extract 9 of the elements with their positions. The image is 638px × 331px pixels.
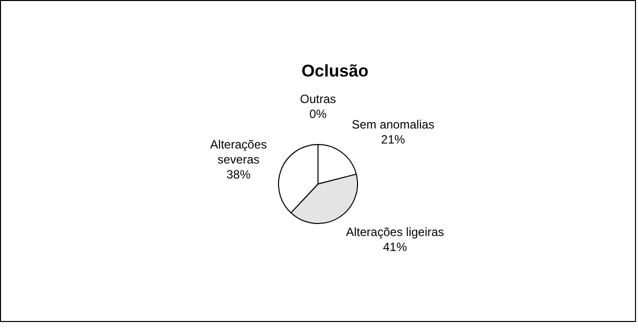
slice-label: Alterações severas [210,137,267,166]
data-label: 21% [381,132,406,146]
data-label: 41% [383,240,408,254]
text: 0% [309,106,327,121]
chart-title: Oclusão [301,62,369,81]
slice-label: Alterações ligeiras [346,224,444,239]
category-label: Outras [300,92,336,106]
data-label: 38% [226,167,251,182]
slice-label: Sem anomalias [352,117,434,132]
